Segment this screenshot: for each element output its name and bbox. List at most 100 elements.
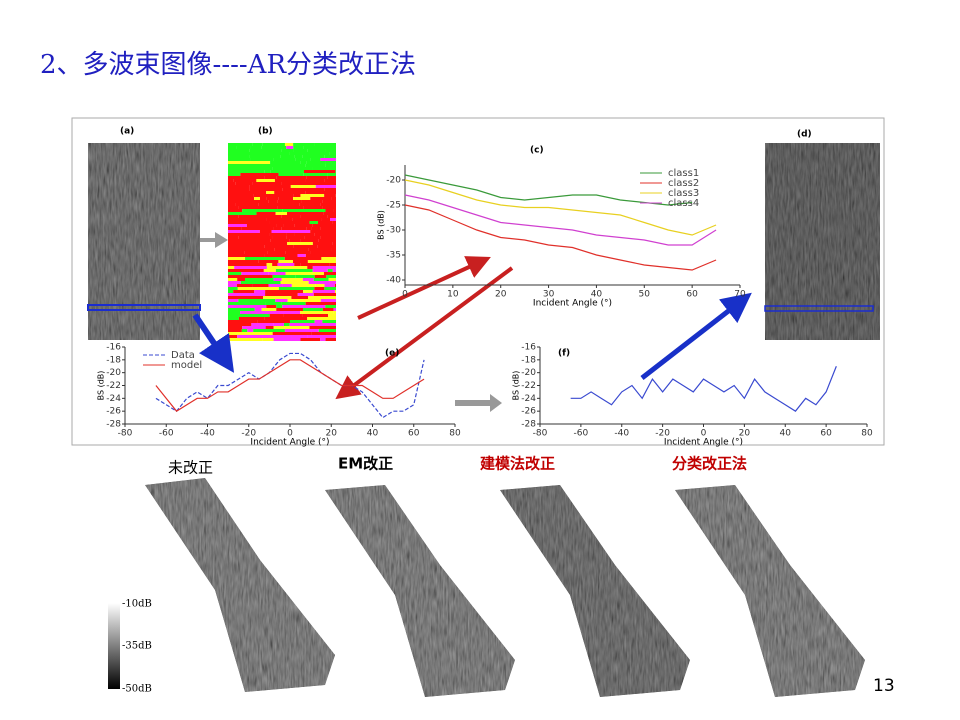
class-stripe (228, 299, 239, 302)
class-stripe (329, 263, 336, 266)
class-stripe (247, 152, 290, 155)
class-stripe (256, 311, 301, 314)
class-stripe (275, 212, 288, 215)
x-tick-label: 40 (780, 429, 792, 439)
colorbar-label: -50dB (122, 684, 152, 695)
class-stripe (283, 314, 303, 317)
class-stripe (228, 287, 238, 290)
class-stripe (233, 290, 255, 293)
x-tick-label: -60 (574, 429, 589, 439)
class-stripe (312, 224, 336, 227)
class-stripe (241, 248, 275, 251)
class-stripe (302, 182, 336, 185)
class-stripe (292, 260, 308, 263)
class-stripe (228, 326, 243, 329)
x-tick-label: -60 (159, 429, 174, 439)
class-stripe (228, 290, 234, 293)
class-stripe (301, 200, 323, 203)
panel-label: (b) (258, 127, 273, 137)
caption: 未改正 (168, 459, 213, 477)
class-stripe (318, 239, 336, 242)
slide-title: 2、多波束图像----AR分类改正法 (40, 50, 416, 80)
class-stripe (293, 197, 311, 200)
class-stripe (228, 311, 241, 314)
class-stripe (264, 170, 271, 173)
class-stripe (325, 164, 336, 167)
class-stripe (297, 254, 306, 257)
class-stripe (238, 299, 276, 302)
class-stripe (237, 335, 273, 338)
class-stripe (237, 287, 279, 290)
x-tick-label: 0 (287, 429, 293, 439)
class-stripe (307, 266, 313, 269)
class-stripe (228, 332, 273, 335)
class-stripe (228, 173, 235, 176)
y-tick-label: -40 (386, 276, 401, 286)
class-stripe (308, 296, 325, 299)
class-stripe (322, 320, 336, 323)
series-line (570, 366, 837, 412)
class-stripe (259, 230, 272, 233)
class-stripe (228, 305, 267, 308)
class-stripe (287, 242, 313, 245)
y-tick-label: -25 (386, 201, 401, 211)
class-stripe (289, 320, 315, 323)
class-stripe (228, 317, 239, 320)
class-stripe (324, 284, 335, 287)
class-stripe (274, 191, 306, 194)
class-stripe (236, 146, 251, 149)
class-stripe (321, 257, 336, 260)
class-stripe (228, 206, 239, 209)
class-stripe (283, 323, 290, 326)
class-stripe (324, 194, 336, 197)
y-tick-label: -16 (106, 343, 121, 353)
class-stripe (333, 209, 336, 212)
class-stripe (261, 146, 287, 149)
class-stripe (238, 317, 265, 320)
charts: (c) 0 10 20 30 40 50 60 70 -20 -25 -30 -35 -40 Inciden… (97, 146, 873, 448)
class-stripe (303, 146, 336, 149)
chart-title: (c) (530, 146, 544, 156)
class-stripe (228, 335, 238, 338)
class-stripe (265, 326, 274, 329)
class-stripe (252, 284, 269, 287)
class-stripe (305, 254, 336, 257)
class-stripe (282, 209, 326, 212)
class-stripe (312, 266, 336, 269)
x-tick-label: 0 (701, 429, 707, 439)
class-stripe (234, 266, 267, 269)
class-stripe (266, 191, 275, 194)
arrow (640, 292, 752, 380)
class-stripe (322, 206, 336, 209)
class-stripe (291, 296, 309, 299)
class-stripe (269, 221, 310, 224)
class-stripe (252, 143, 263, 146)
legend-label: class1 (668, 168, 699, 179)
series-line (155, 359, 425, 412)
class-stripe (228, 215, 239, 218)
class-stripe (307, 260, 336, 263)
class-stripe (287, 212, 324, 215)
class-stripe (311, 332, 336, 335)
class-stripe (244, 251, 268, 254)
class-stripe (293, 146, 304, 149)
class-stripe (307, 335, 336, 338)
class-stripe (265, 290, 304, 293)
class-stripe (286, 146, 294, 149)
class-stripe (265, 293, 298, 296)
class-stripe (284, 329, 319, 332)
y-axis-label: BS (dB) (97, 371, 106, 401)
x-tick-label: 80 (449, 429, 461, 439)
class-stripe (312, 290, 335, 293)
class-stripe (306, 227, 312, 230)
x-tick-label: 40 (367, 429, 379, 439)
legend-label: Data (171, 350, 195, 361)
y-tick-label: -26 (106, 407, 121, 417)
class-stripe (228, 296, 264, 299)
class-stripe (294, 224, 313, 227)
class-stripe (306, 161, 326, 164)
class-stripe (297, 293, 314, 296)
class-stripe (325, 305, 336, 308)
x-tick-label: -20 (241, 429, 256, 439)
class-stripe (332, 269, 336, 272)
